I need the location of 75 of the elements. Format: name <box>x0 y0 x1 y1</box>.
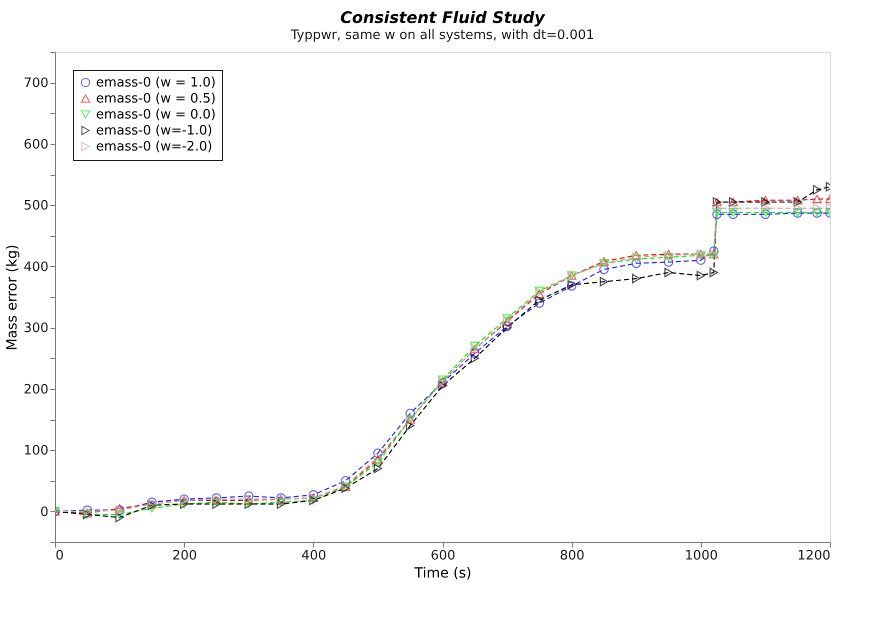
y-axis-title: Mass error (kg) <box>4 244 21 350</box>
point <box>340 476 350 486</box>
point <box>664 268 673 278</box>
point <box>308 490 318 500</box>
point <box>600 276 608 286</box>
legend-label: emass-0 (w = 1.0) <box>96 76 216 90</box>
y-tick-label: 400 <box>24 260 48 275</box>
point <box>244 496 254 505</box>
point <box>760 208 770 217</box>
y-tick-label: 0 <box>40 504 48 520</box>
x-tick-label: 1200 <box>797 548 830 564</box>
point <box>502 314 512 323</box>
point <box>710 268 718 278</box>
point <box>373 455 383 464</box>
point <box>664 252 674 262</box>
x-tick-label: 0 <box>56 548 64 564</box>
point <box>244 491 254 501</box>
point <box>792 196 802 204</box>
y-tick-label: 100 <box>24 444 48 459</box>
y-tick-label: 600 <box>24 137 48 152</box>
point <box>405 408 415 418</box>
legend-label: emass-0 (w=-1.0) <box>96 124 212 138</box>
point <box>373 458 383 467</box>
y-tick-label: 300 <box>24 321 48 336</box>
point <box>406 420 414 430</box>
point <box>147 504 157 513</box>
point <box>793 203 802 213</box>
point <box>793 197 802 207</box>
point <box>631 254 642 264</box>
point <box>631 258 642 268</box>
point <box>761 203 770 213</box>
point <box>374 464 382 474</box>
point <box>712 203 722 213</box>
x-tick-label: 200 <box>172 548 198 564</box>
point <box>114 510 124 519</box>
point <box>632 274 640 284</box>
y-tick-label: 500 <box>24 198 48 214</box>
point <box>728 203 738 213</box>
legend-label: emass-0 (w=-2.0) <box>96 140 212 154</box>
legend-label: emass-0 (w = 0.5) <box>96 92 216 106</box>
point <box>708 246 719 256</box>
x-tick-label: 800 <box>560 548 585 564</box>
point <box>664 257 674 267</box>
point <box>760 196 770 204</box>
point <box>812 203 822 213</box>
point <box>812 185 822 195</box>
point <box>373 448 383 458</box>
point <box>696 255 706 266</box>
x-tick-label: 400 <box>301 548 326 564</box>
point <box>599 264 609 274</box>
point <box>276 498 286 506</box>
legend-label: emass-0 (w = 0.0) <box>96 108 216 122</box>
y-tick-label: 200 <box>24 382 48 398</box>
point <box>535 295 544 305</box>
point <box>712 208 722 217</box>
point <box>115 512 124 522</box>
point <box>470 353 480 364</box>
chart-title: Consistent Fluid Study <box>340 8 546 27</box>
point <box>470 342 480 350</box>
point <box>664 250 674 258</box>
x-axis-title: Time (s) <box>414 566 472 582</box>
chart-subtitle: Typpwr, same w on all systems, with dt=0.001 <box>290 28 594 43</box>
point <box>631 251 642 260</box>
point <box>696 270 706 280</box>
point <box>599 257 609 266</box>
point <box>534 290 544 298</box>
point <box>438 381 447 391</box>
point <box>761 197 770 207</box>
point <box>534 298 544 308</box>
point <box>470 348 480 358</box>
x-tick-label: 1000 <box>684 548 718 564</box>
y-tick-label: 700 <box>24 76 48 92</box>
x-tick-label: 600 <box>430 548 456 564</box>
point <box>812 194 822 204</box>
point <box>728 208 738 217</box>
